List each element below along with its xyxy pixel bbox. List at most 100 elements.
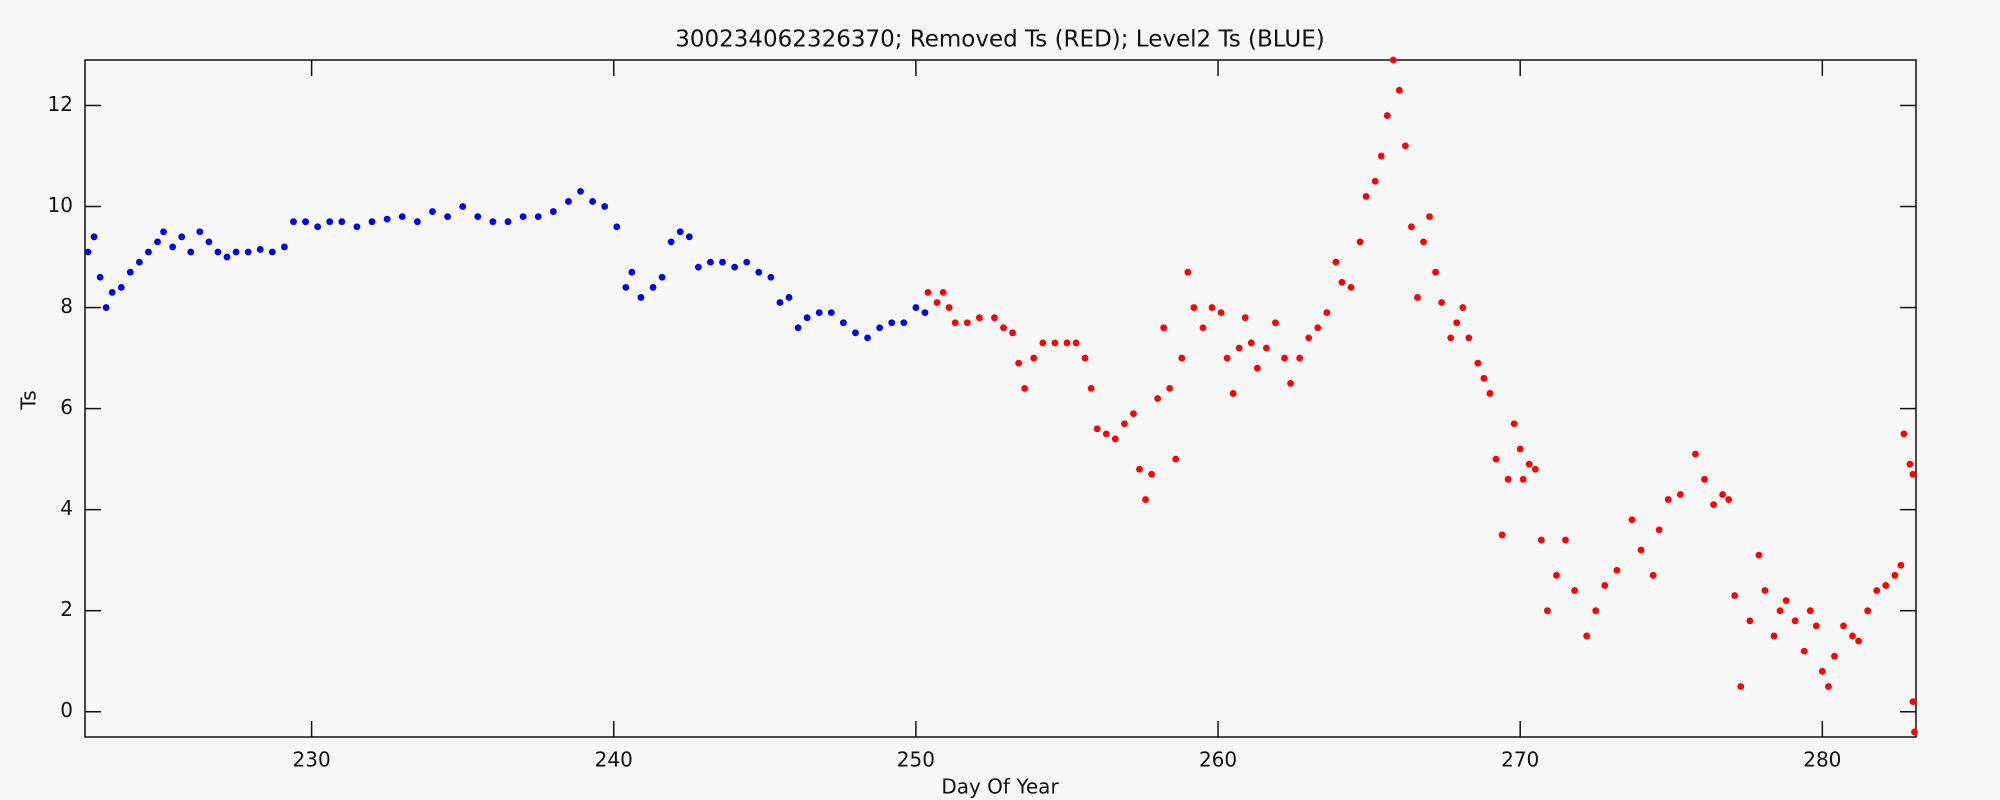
- data-point: [1377, 152, 1385, 160]
- data-point: [1338, 278, 1346, 286]
- data-point: [1401, 142, 1409, 150]
- data-point: [126, 268, 134, 276]
- data-point: [1453, 319, 1461, 327]
- data-point: [1111, 435, 1119, 443]
- data-point: [1710, 501, 1717, 508]
- data-point: [383, 215, 391, 223]
- data-point: [815, 309, 823, 317]
- data-point: [1208, 304, 1216, 311]
- data-point: [613, 223, 621, 231]
- data-point: [1296, 354, 1304, 362]
- data-point: [205, 238, 213, 246]
- data-point: [1719, 491, 1727, 498]
- data-point: [1791, 617, 1799, 625]
- data-point: [577, 187, 584, 195]
- data-point: [1229, 390, 1237, 397]
- data-point: [803, 314, 811, 322]
- data-point: [96, 273, 104, 281]
- data-point: [628, 268, 636, 276]
- data-point: [1592, 607, 1600, 615]
- data-point: [1459, 304, 1467, 311]
- data-point: [1253, 364, 1261, 372]
- data-point: [1474, 359, 1482, 367]
- x-tick-label: 270: [1501, 748, 1539, 772]
- data-point: [1447, 334, 1455, 342]
- data-point: [223, 253, 231, 261]
- data-point: [1051, 339, 1059, 347]
- data-point: [1480, 374, 1488, 382]
- data-point: [1356, 238, 1364, 246]
- data-point: [135, 258, 143, 266]
- data-point: [767, 273, 775, 281]
- y-tick-label: 2: [60, 597, 73, 621]
- data-point: [601, 203, 609, 210]
- data-point: [1087, 384, 1095, 392]
- data-point: [1818, 667, 1826, 675]
- data-point: [1655, 526, 1663, 534]
- data-point: [108, 289, 116, 296]
- data-point: [707, 258, 714, 266]
- data-point: [1272, 319, 1279, 327]
- data-point: [694, 263, 702, 271]
- data-point: [839, 319, 847, 327]
- data-point: [1383, 112, 1391, 119]
- data-point: [649, 283, 657, 291]
- data-point: [1426, 213, 1433, 221]
- data-point: [921, 309, 929, 317]
- data-point: [459, 203, 467, 210]
- data-point: [900, 319, 908, 327]
- data-point: [1438, 299, 1446, 306]
- data-point: [1849, 632, 1856, 640]
- data-point: [1782, 597, 1790, 604]
- data-point: [84, 248, 92, 256]
- data-point: [939, 289, 947, 296]
- data-point: [676, 228, 684, 236]
- data-point: [1223, 354, 1231, 362]
- data-point: [1347, 283, 1355, 291]
- data-point: [196, 228, 204, 236]
- data-point: [117, 283, 125, 291]
- data-point: [160, 228, 167, 236]
- data-point: [1120, 420, 1128, 428]
- data-point: [1583, 632, 1591, 640]
- data-point: [90, 233, 98, 241]
- data-point: [667, 238, 675, 246]
- data-point: [1136, 465, 1143, 473]
- data-point: [1166, 384, 1174, 392]
- data-point: [281, 243, 288, 251]
- data-point: [1855, 637, 1862, 645]
- data-point: [338, 218, 346, 226]
- data-point: [888, 319, 896, 327]
- y-tick-label: 8: [60, 294, 73, 318]
- data-point: [1613, 566, 1621, 574]
- data-point: [1093, 425, 1101, 433]
- data-point: [685, 233, 693, 241]
- data-point: [755, 268, 763, 276]
- data-point: [549, 208, 557, 215]
- data-point: [1628, 516, 1636, 524]
- data-point: [145, 248, 152, 256]
- data-point: [1676, 491, 1684, 498]
- data-point: [1000, 324, 1007, 332]
- data-point: [302, 218, 309, 226]
- data-point: [1148, 470, 1155, 478]
- data-point: [945, 304, 953, 311]
- data-point: [975, 314, 983, 322]
- y-tick-label: 6: [60, 395, 73, 419]
- data-point: [1432, 268, 1439, 276]
- data-point: [1408, 223, 1415, 231]
- data-point: [1800, 647, 1808, 655]
- data-point: [1725, 496, 1733, 503]
- data-point: [398, 213, 406, 221]
- data-point: [785, 294, 793, 301]
- data-point: [1172, 455, 1180, 463]
- data-point: [1840, 622, 1847, 630]
- data-point: [187, 248, 195, 256]
- data-point: [1571, 587, 1578, 594]
- data-point: [1806, 607, 1814, 615]
- x-tick-label: 260: [1199, 748, 1237, 772]
- data-point: [1247, 339, 1255, 347]
